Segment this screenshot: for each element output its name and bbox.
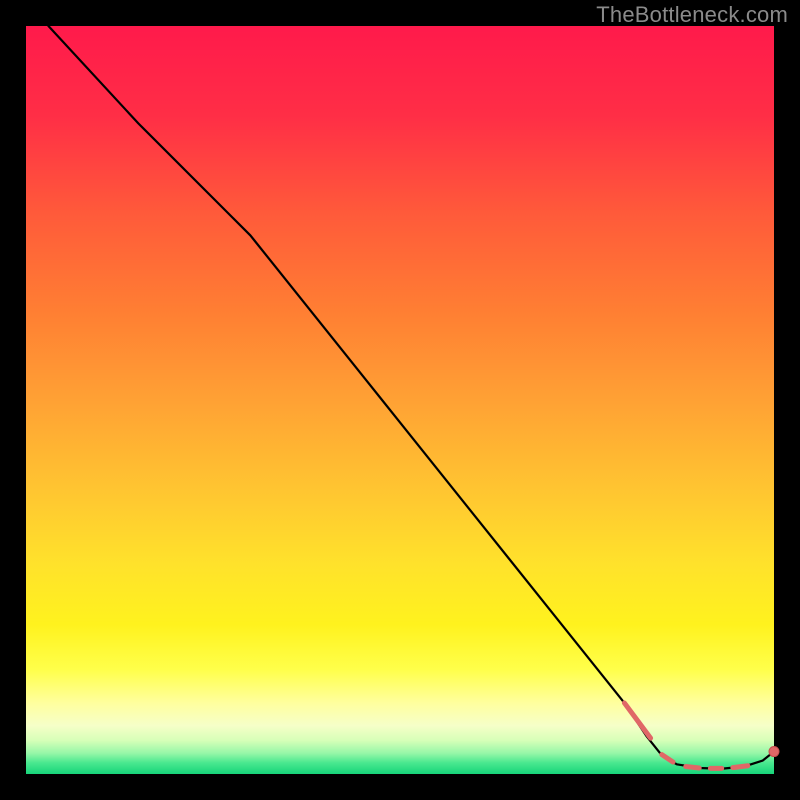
highlight-segment (733, 766, 748, 768)
bottleneck-chart-svg (0, 0, 800, 800)
plot-background (26, 26, 774, 774)
chart-stage: TheBottleneck.com (0, 0, 800, 800)
highlight-end-marker (769, 747, 779, 757)
watermark-text: TheBottleneck.com (596, 2, 788, 28)
highlight-segment (686, 767, 699, 769)
